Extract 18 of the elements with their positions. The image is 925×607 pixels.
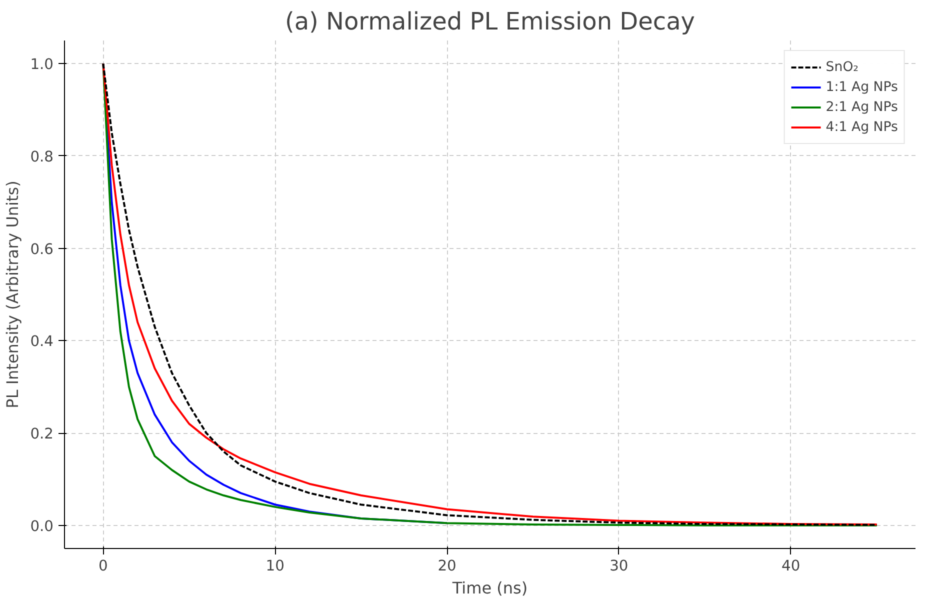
x-tick-label: 40: [782, 558, 800, 574]
legend-label: 2:1 Ag NPs: [826, 100, 898, 114]
x-tick-label: 0: [98, 558, 108, 574]
chart-title: (a) Normalized PL Emission Decay: [284, 8, 696, 36]
y-tick-label: 0.2: [30, 426, 54, 443]
y-tick-label: 0.0: [30, 518, 54, 535]
y-tick-label: 0.8: [30, 148, 54, 166]
y-axis-title: PL Intensity (Arbitrary Units): [3, 180, 22, 408]
x-tick-label: 30: [610, 558, 628, 574]
legend-label: 1:1 Ag NPs: [826, 80, 898, 94]
x-axis-title: Time (ns): [451, 578, 528, 598]
legend-label: 4:1 Ag NPs: [826, 120, 898, 134]
x-tick-label: 20: [438, 558, 456, 574]
y-tick-label: 1.0: [30, 56, 54, 74]
legend-label: SnO₂: [826, 60, 859, 74]
x-tick-label: 10: [266, 558, 284, 574]
y-tick-label: 0.6: [30, 240, 54, 258]
y-tick-label: 0.4: [30, 333, 54, 350]
